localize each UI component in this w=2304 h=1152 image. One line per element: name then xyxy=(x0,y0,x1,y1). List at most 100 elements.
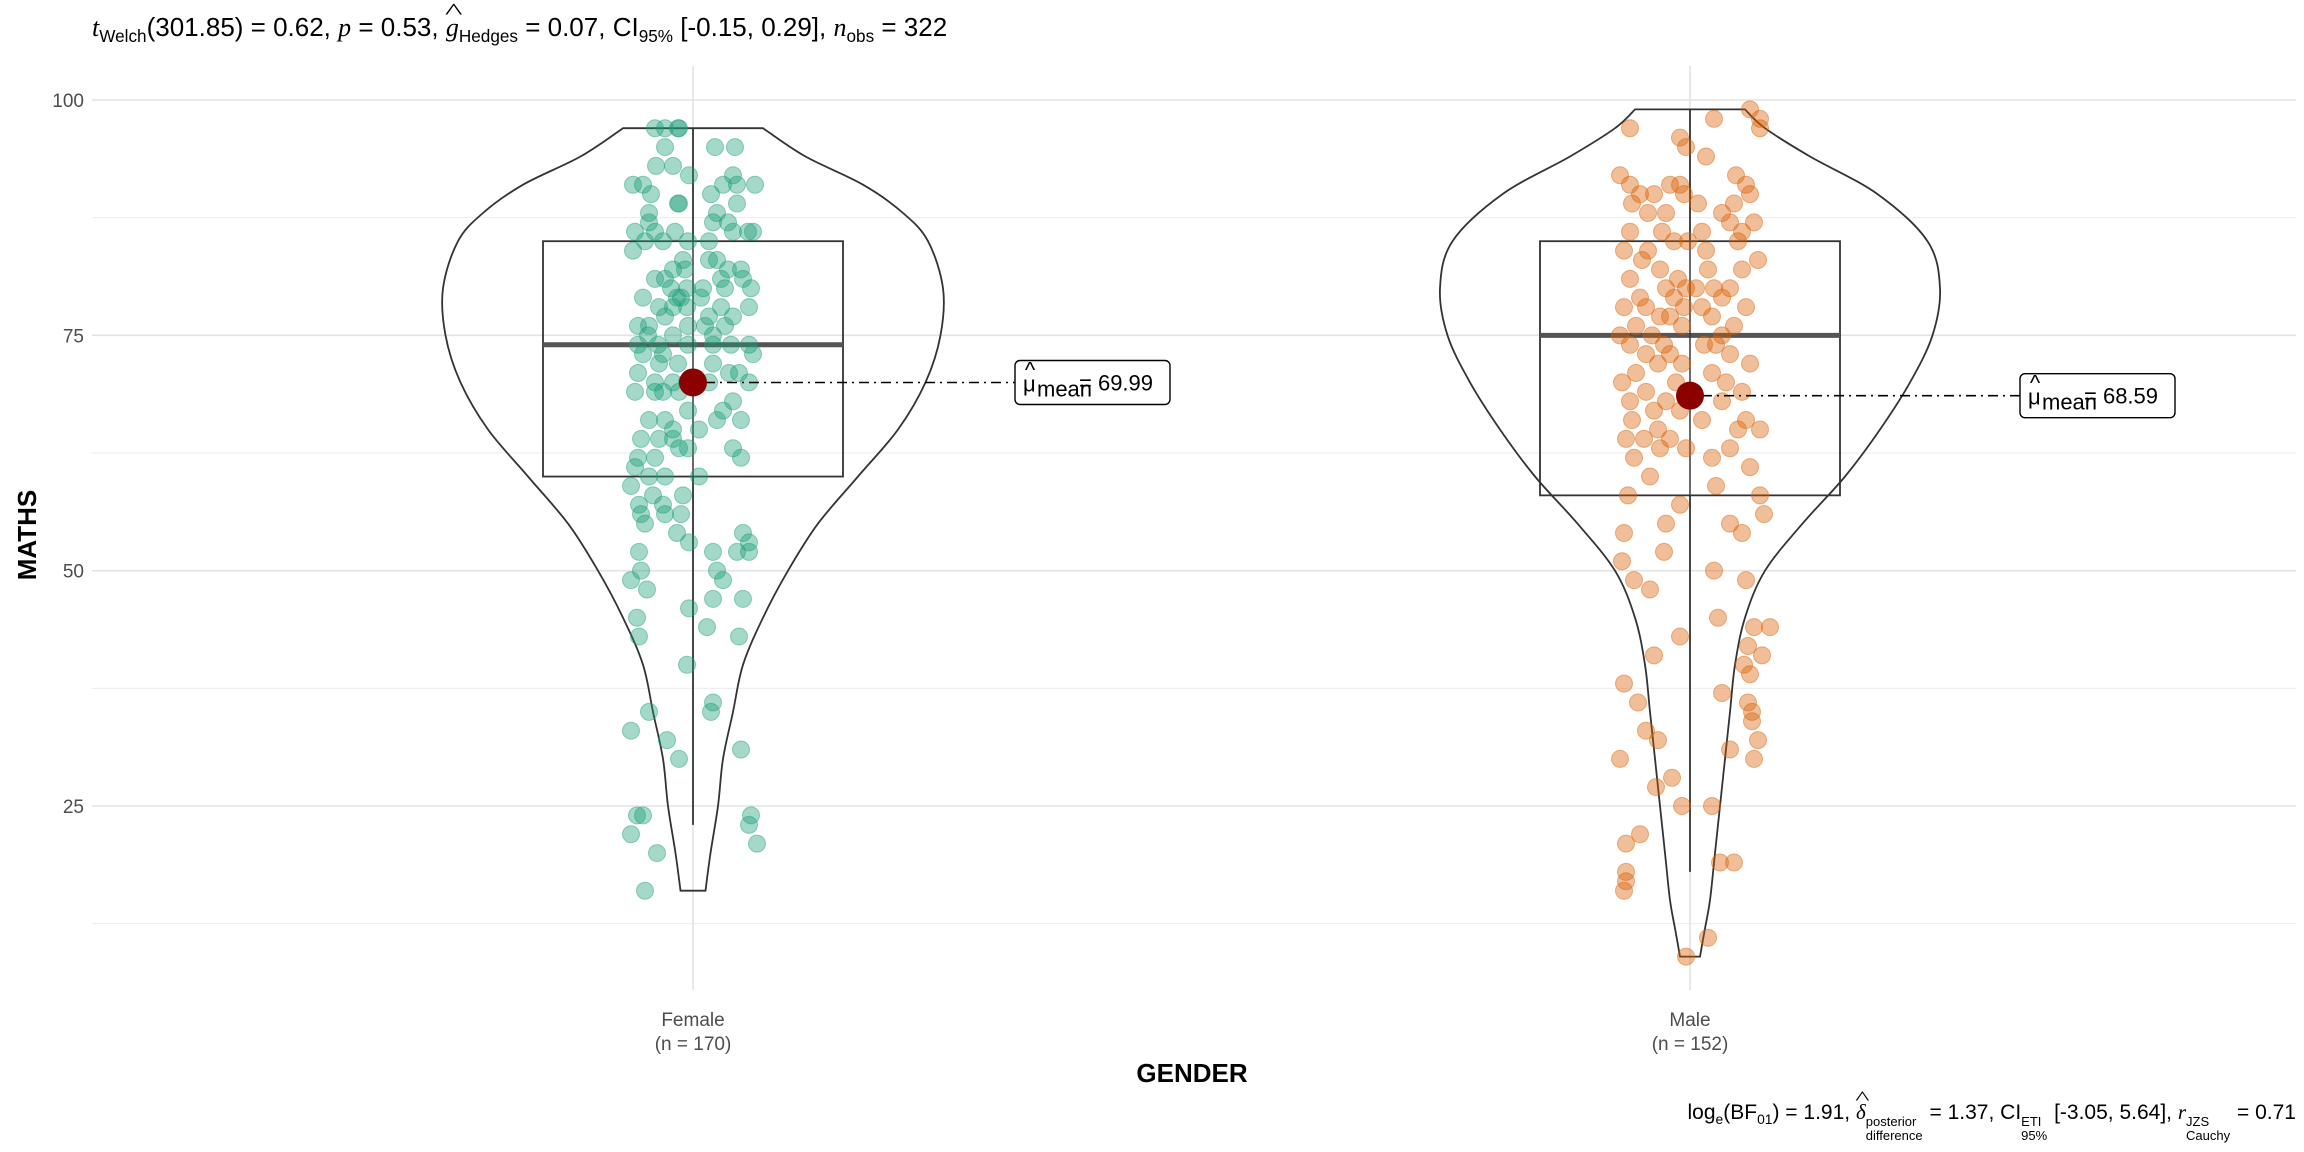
point-female-59 xyxy=(640,316,658,335)
ci-value: [-0.15, 0.29], xyxy=(680,12,827,42)
point-male-41 xyxy=(1669,269,1687,288)
point-female-99 xyxy=(629,448,647,467)
violin-male xyxy=(1438,108,1942,958)
point-female-110 xyxy=(656,505,674,524)
point-male-19 xyxy=(1689,194,1707,213)
point-male-66 xyxy=(1637,345,1655,364)
point-female-54 xyxy=(712,298,730,317)
y-axis: 25 50 75 100 xyxy=(52,91,84,818)
point-male-105 xyxy=(1721,514,1739,533)
point-female-107 xyxy=(654,495,672,514)
point-male-2 xyxy=(1705,109,1723,128)
g-sub: Hedges xyxy=(458,26,518,46)
point-female-53 xyxy=(678,298,696,317)
point-male-136 xyxy=(1647,778,1665,797)
point-male-71 xyxy=(1741,354,1759,373)
point-female-115 xyxy=(680,533,698,552)
point-female-134 xyxy=(640,702,658,721)
point-male-39 xyxy=(1733,260,1751,279)
point-female-123 xyxy=(714,571,732,590)
point-female-151 xyxy=(650,354,668,373)
point-female-90 xyxy=(732,411,750,430)
r-sub: Cauchy xyxy=(2186,1127,2231,1143)
point-male-121 xyxy=(1735,655,1753,674)
point-male-138 xyxy=(1703,797,1721,815)
point-female-91 xyxy=(664,420,682,439)
grid-lines xyxy=(92,66,2296,990)
point-male-22 xyxy=(1713,203,1731,222)
mean-label-mu: μ xyxy=(1023,371,1036,396)
point-male-31 xyxy=(1729,232,1747,251)
point-female-19 xyxy=(728,194,746,213)
point-male-51 xyxy=(1675,298,1693,317)
point-male-131 xyxy=(1749,731,1767,750)
point-male-69 xyxy=(1649,354,1667,373)
point-female-143 xyxy=(740,815,758,834)
point-male-42 xyxy=(1657,279,1675,298)
point-female-97 xyxy=(670,439,688,458)
p-value: = 0.53, xyxy=(358,12,439,42)
mean-point-male xyxy=(1676,381,1704,410)
point-male-149 xyxy=(1705,279,1723,298)
y-tick-label-3: 100 xyxy=(52,91,84,112)
point-female-125 xyxy=(704,589,722,608)
ci-sub: 95% xyxy=(638,26,674,46)
t-df: (301.85) xyxy=(146,12,244,42)
point-male-128 xyxy=(1743,712,1761,731)
point-female-67 xyxy=(679,335,697,354)
point-female-70 xyxy=(740,335,758,354)
point-female-94 xyxy=(650,429,668,448)
point-male-125 xyxy=(1629,693,1647,712)
point-female-28 xyxy=(739,222,757,241)
point-male-28 xyxy=(1733,222,1751,241)
point-male-141 xyxy=(1711,853,1729,872)
point-female-147 xyxy=(636,881,654,900)
point-female-88 xyxy=(640,411,658,430)
point-male-55 xyxy=(1661,307,1679,326)
point-male-27 xyxy=(1693,222,1711,241)
point-male-134 xyxy=(1611,749,1629,768)
point-male-106 xyxy=(1733,524,1751,543)
point-female-141 xyxy=(742,806,760,825)
point-male-80 xyxy=(1621,392,1639,411)
point-male-123 xyxy=(1615,674,1633,693)
mean-label-box xyxy=(2019,372,2176,419)
point-female-39 xyxy=(732,260,750,279)
point-female-157 xyxy=(744,345,762,364)
point-female-66 xyxy=(629,335,647,354)
point-female-127 xyxy=(680,599,698,618)
point-female-114 xyxy=(740,533,758,552)
x-tick-label-male: Male xyxy=(1669,1010,1710,1031)
point-male-52 xyxy=(1693,298,1711,317)
point-male-145 xyxy=(1615,881,1633,900)
point-male-78 xyxy=(1733,382,1751,401)
r-symbol: r xyxy=(2177,1100,2187,1124)
point-male-4 xyxy=(1751,119,1769,138)
point-male-97 xyxy=(1741,458,1759,477)
point-female-118 xyxy=(728,542,746,561)
point-male-5 xyxy=(1671,128,1689,147)
point-male-79 xyxy=(1657,392,1675,411)
point-female-65 xyxy=(649,335,667,354)
point-male-32 xyxy=(1639,241,1657,260)
point-male-83 xyxy=(1645,401,1663,420)
point-male-88 xyxy=(1729,420,1747,439)
point-female-120 xyxy=(632,561,650,580)
point-male-56 xyxy=(1703,307,1721,326)
point-male-81 xyxy=(1713,392,1731,411)
point-female-20 xyxy=(640,203,658,222)
point-female-49 xyxy=(668,288,686,307)
t-value: = 0.62, xyxy=(250,12,331,42)
point-female-1 xyxy=(656,119,674,138)
point-male-11 xyxy=(1671,175,1689,194)
point-female-129 xyxy=(698,618,716,637)
mean-label-hat: ^ xyxy=(2030,371,2041,396)
point-female-153 xyxy=(656,467,674,486)
point-male-35 xyxy=(1633,251,1651,270)
point-female-117 xyxy=(704,542,722,561)
point-female-100 xyxy=(732,448,750,467)
point-male-111 xyxy=(1737,571,1755,590)
point-female-163 xyxy=(629,363,647,382)
point-female-102 xyxy=(640,467,658,486)
point-female-77 xyxy=(646,373,664,392)
